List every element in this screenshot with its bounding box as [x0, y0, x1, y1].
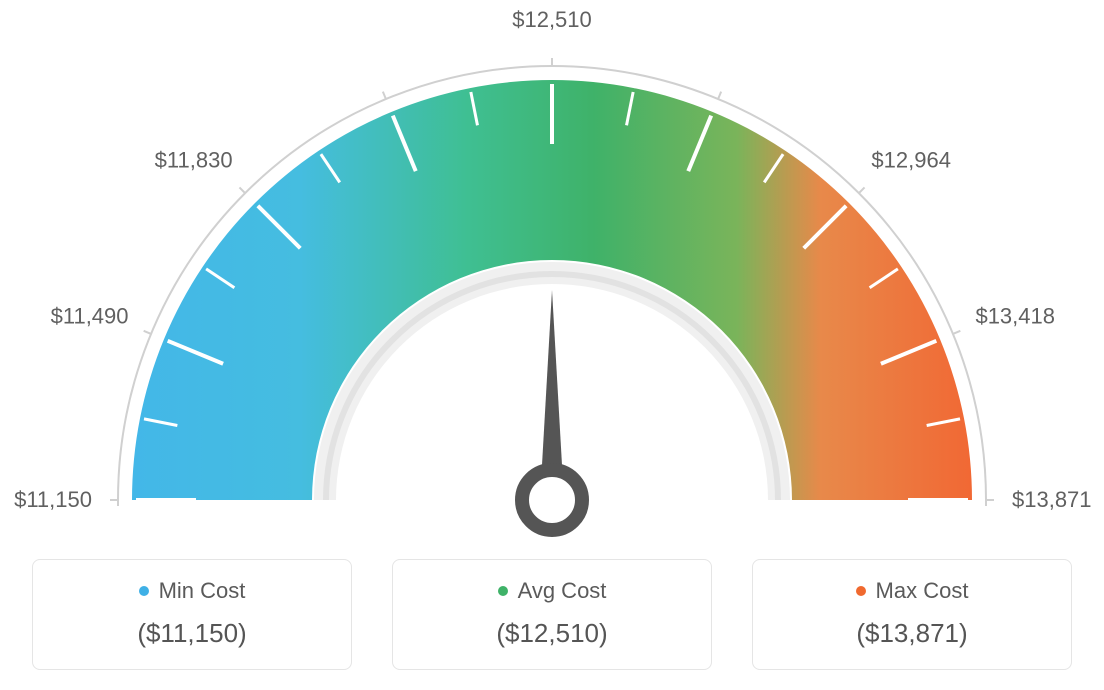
svg-text:$11,150: $11,150 [14, 487, 92, 512]
svg-text:$11,490: $11,490 [51, 303, 129, 328]
legend-card-avg: Avg Cost ($12,510) [392, 559, 712, 670]
cost-gauge-chart: $11,150 $11,490 $11,830 $12,510 $12,964 $13,4… [0, 0, 1104, 690]
gauge-area: $11,150 $11,490 $11,830 $12,510 $12,964 $13,4… [0, 0, 1104, 560]
legend-row: Min Cost ($11,150) Avg Cost ($12,510) Ma… [0, 559, 1104, 670]
legend-label-max: Max Cost [763, 578, 1061, 604]
legend-card-min: Min Cost ($11,150) [32, 559, 352, 670]
legend-label-min: Min Cost [43, 578, 341, 604]
legend-value-min: ($11,150) [43, 618, 341, 649]
svg-text:$12,964: $12,964 [871, 148, 951, 173]
svg-text:$13,418: $13,418 [975, 303, 1055, 328]
svg-text:$13,871: $13,871 [1012, 487, 1092, 512]
legend-dot-min [139, 586, 149, 596]
svg-text:$11,830: $11,830 [155, 148, 233, 173]
legend-dot-max [856, 586, 866, 596]
legend-value-avg: ($12,510) [403, 618, 701, 649]
svg-text:$12,510: $12,510 [512, 7, 592, 32]
legend-label-text-max: Max Cost [876, 578, 969, 604]
gauge-svg: $11,150 $11,490 $11,830 $12,510 $12,964 $13,4… [0, 0, 1104, 560]
legend-value-max: ($13,871) [763, 618, 1061, 649]
legend-dot-avg [498, 586, 508, 596]
legend-label-text-avg: Avg Cost [518, 578, 607, 604]
legend-card-max: Max Cost ($13,871) [752, 559, 1072, 670]
legend-label-avg: Avg Cost [403, 578, 701, 604]
legend-label-text-min: Min Cost [159, 578, 246, 604]
